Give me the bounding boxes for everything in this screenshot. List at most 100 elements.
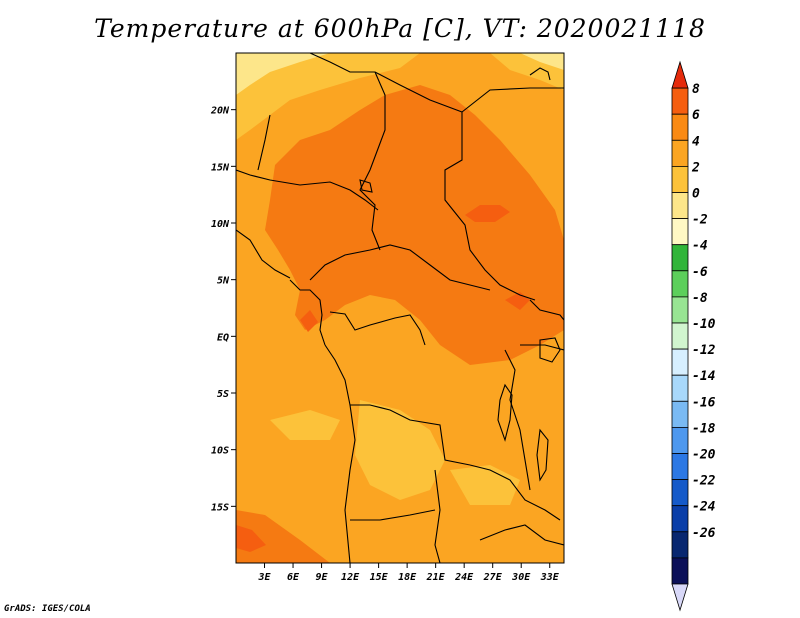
colorbar-swatch <box>671 426 689 454</box>
x-tick-label: 30E <box>511 572 531 583</box>
colorbar-swatch <box>671 557 689 585</box>
boundary-zambia-moz <box>469 464 561 521</box>
lake-malawi <box>536 428 549 482</box>
x-axis: 3E 6E 9E 12E 15E 18E 21E 24E 27E 30E 33E <box>257 563 560 583</box>
colorbar-label: -20 <box>692 448 716 463</box>
credit-text: GrADS: IGES/COLA <box>4 604 91 614</box>
colorbar-label: -14 <box>692 369 716 384</box>
colorbar-swatch <box>671 244 689 272</box>
colorbar-swatch <box>671 453 689 481</box>
y-tick-label: 5N <box>217 276 230 287</box>
colorbar-label: 6 <box>692 108 700 123</box>
colorbar-swatch <box>671 139 689 167</box>
colorbar-swatch <box>671 87 689 115</box>
colorbar-label: 4 <box>692 134 700 149</box>
x-tick-label: 33E <box>540 572 560 583</box>
y-tick-label: 10N <box>211 219 230 230</box>
x-tick-label: 12E <box>341 572 360 583</box>
boundary-namibia <box>350 509 436 521</box>
x-tick-label: 3E <box>257 572 271 583</box>
colorbar-label: -18 <box>692 421 716 436</box>
boundary-car <box>309 244 491 291</box>
colorbar-label: -26 <box>692 526 716 541</box>
boundary-libya-chad-sudan <box>309 53 536 301</box>
colorbar-swatch <box>671 296 689 324</box>
field-4-to-6-southwest <box>236 510 330 563</box>
colorbar-swatch <box>671 113 689 141</box>
y-tick-label: EQ <box>217 332 229 343</box>
boundary-uganda <box>529 299 564 321</box>
field-6-to-8-coast <box>300 310 318 332</box>
x-tick-label: 24E <box>454 572 474 583</box>
boundary-angola-drc <box>324 344 471 466</box>
x-tick-label: 6E <box>287 572 300 583</box>
colorbar-swatch <box>671 479 689 507</box>
y-tick-label: 15S <box>211 502 229 513</box>
y-tick-label: 5S <box>217 389 229 400</box>
colorbar-label: -2 <box>692 213 708 228</box>
colorbar-label: 8 <box>692 82 700 97</box>
coastline-sinai <box>529 67 551 81</box>
field-minus2-to-0-northeast <box>520 53 564 70</box>
field-6-to-8-southwest <box>236 525 266 552</box>
country-boundaries <box>236 53 564 563</box>
colorbar-swatch <box>671 165 689 193</box>
colorbar-swatch <box>671 400 689 428</box>
y-tick-label: 15N <box>211 162 230 173</box>
colorbar-bottom-arrow <box>671 583 689 612</box>
colorbar-label: -22 <box>692 474 716 489</box>
coastline-gulf <box>289 279 326 346</box>
colorbar-swatch <box>671 505 689 533</box>
boundary-niger-chad <box>359 71 386 251</box>
colorbar-label: -12 <box>692 343 716 358</box>
colorbar-swatch <box>671 531 689 559</box>
boundary-zimbabwe <box>479 524 564 546</box>
y-tick-label: 10S <box>211 446 229 457</box>
colorbar-label: -6 <box>692 265 708 280</box>
x-tick-label: 15E <box>370 572 389 583</box>
y-tick-label: 20N <box>210 106 230 117</box>
field-0-to-2-north <box>236 53 420 140</box>
field-0-to-2-south <box>355 400 445 500</box>
colorbar-label: 0 <box>692 187 700 202</box>
boundary-zambia <box>434 469 441 563</box>
lake-tanganyika <box>497 383 513 442</box>
colorbar-label: -10 <box>692 317 716 332</box>
lake-victoria <box>539 337 561 363</box>
colorbar-swatch <box>671 192 689 220</box>
colorbar-swatch <box>671 374 689 402</box>
boundary-angola-west <box>344 404 356 563</box>
colorbar-label: -16 <box>692 395 716 410</box>
boundary-great-lakes <box>504 349 531 491</box>
boundary-algeria-mali <box>257 114 271 171</box>
chart-title: Temperature at 600hPa [C], VT: 202002111… <box>94 14 706 43</box>
colorbar-swatch <box>671 322 689 350</box>
colorbar-swatch <box>671 218 689 246</box>
boundary-west-coast <box>236 229 291 279</box>
colorbar-label: 2 <box>691 160 700 175</box>
x-tick-label: 21E <box>426 572 446 583</box>
lake-chad <box>359 179 373 193</box>
map-frame <box>235 52 565 564</box>
x-tick-label: 9E <box>316 572 329 583</box>
boundary-egypt-sudan <box>461 87 564 113</box>
colorbar-label: -4 <box>692 239 708 254</box>
colorbar-swatch <box>671 348 689 376</box>
colorbar-label: -24 <box>692 500 716 515</box>
field-minus2-to-0-north <box>236 53 330 95</box>
colorbar-top-arrow <box>671 60 689 89</box>
colorbar-swatch <box>671 270 689 298</box>
field-0-to-2-southeast <box>450 465 520 505</box>
field-6-to-8-hotspot <box>465 205 510 222</box>
boundary-cameroon-congo <box>329 311 426 346</box>
field-4-to-6-core <box>265 85 564 365</box>
y-axis: 20N 15N 10N 5N EQ 5S 10S 15S <box>210 106 236 513</box>
boundary-sahel-west <box>236 169 379 211</box>
x-tick-label: 27E <box>483 572 503 583</box>
colorbar-label: -8 <box>692 291 708 306</box>
boundary-kenya <box>520 344 564 351</box>
colorbar: 8 6 4 2 0 -2 -4 -6 -8 -10 -12 -14 -16 -18 -20 -22 -24 -26 <box>671 60 716 612</box>
x-tick-label: 18E <box>398 572 417 583</box>
field-0-to-2-southwest <box>270 410 340 440</box>
